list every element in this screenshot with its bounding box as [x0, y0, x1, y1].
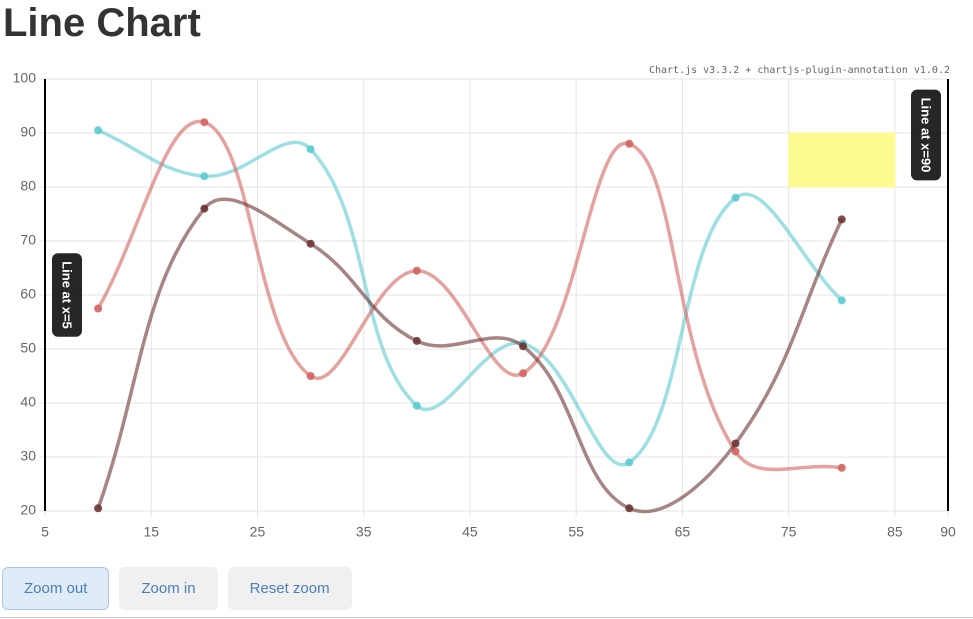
data-point — [94, 304, 103, 313]
x-tick-label: 45 — [462, 524, 478, 540]
y-tick-label: 90 — [20, 124, 36, 140]
data-point — [94, 126, 103, 135]
zoom-out-button[interactable]: Zoom out — [2, 567, 110, 610]
data-point — [837, 215, 846, 224]
data-point — [412, 336, 421, 345]
series-line — [97, 128, 843, 467]
x-tick-label: 35 — [356, 524, 372, 540]
x-tick-label: 5 — [41, 524, 49, 540]
annotation-label-text: Line at x=90 — [919, 98, 934, 173]
data-point — [731, 193, 740, 202]
annotation-label: Line at x=5 — [52, 253, 82, 337]
data-point — [306, 145, 315, 154]
y-tick-label: 80 — [20, 178, 36, 194]
data-point — [200, 204, 209, 213]
y-tick-label: 70 — [20, 232, 36, 248]
y-tick-label: 30 — [20, 448, 36, 464]
y-tick-label: 20 — [20, 502, 36, 518]
credit: Chart.js v3.3.2 + chartjs-plugin-annotat… — [648, 65, 950, 76]
x-tick-label: 55 — [568, 524, 584, 540]
annotation-box — [788, 132, 896, 188]
annotation-label-bg — [911, 89, 941, 181]
data-point — [200, 118, 209, 127]
data-point — [625, 139, 634, 148]
data-point — [837, 463, 846, 472]
button-bar: Zoom out Zoom in Reset zoom — [2, 567, 352, 610]
series-line — [96, 119, 843, 472]
data-point — [519, 342, 528, 351]
data-point — [837, 296, 846, 305]
data-point — [412, 401, 421, 410]
data-point — [519, 369, 528, 378]
x-tick-label: 25 — [250, 524, 266, 540]
reset-zoom-button[interactable]: Reset zoom — [227, 567, 352, 610]
data-point — [200, 172, 209, 181]
zoom-in-button[interactable]: Zoom in — [119, 567, 218, 610]
x-tick-label: 85 — [887, 524, 903, 540]
y-tick-label: 40 — [20, 394, 36, 410]
page-heading: Line Chart — [3, 1, 201, 45]
data-point — [625, 458, 634, 467]
x-tick-label: 90 — [940, 524, 956, 540]
data-point — [412, 266, 421, 275]
annotation-label-text: Line at x=5 — [60, 261, 75, 329]
data-point — [306, 239, 315, 248]
data-point — [306, 372, 315, 380]
x-tick-label: 65 — [675, 524, 691, 540]
annotation-label: Line at x=90 — [911, 89, 941, 181]
chart: 20 30 40 50 60 70 80 90 100 5 15 25 35 45 55 65 75 85 90 Li… — [13, 70, 956, 540]
annotation-label-bg — [52, 253, 82, 337]
y-tick-label: 100 — [13, 70, 37, 86]
divider — [0, 617, 973, 618]
y-tick-label: 60 — [20, 286, 36, 302]
data-point — [731, 447, 740, 456]
data-point — [94, 504, 103, 513]
data-point — [625, 504, 634, 513]
data-point — [731, 439, 740, 448]
x-tick-label: 15 — [143, 524, 159, 540]
x-tick-label: 75 — [781, 524, 797, 540]
y-tick-label: 50 — [20, 340, 36, 356]
